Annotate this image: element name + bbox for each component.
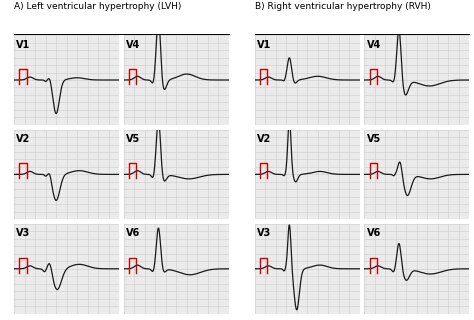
Text: B) Right ventricular hypertrophy (RVH): B) Right ventricular hypertrophy (RVH) — [255, 2, 431, 11]
Text: V4: V4 — [366, 40, 381, 50]
Text: V6: V6 — [366, 228, 381, 238]
Text: V5: V5 — [126, 134, 140, 144]
Text: V1: V1 — [16, 40, 30, 50]
Text: V1: V1 — [257, 40, 271, 50]
Text: V3: V3 — [16, 228, 30, 238]
Text: V6: V6 — [126, 228, 140, 238]
Text: V2: V2 — [257, 134, 271, 144]
Text: V3: V3 — [257, 228, 271, 238]
Text: V4: V4 — [126, 40, 140, 50]
Text: V2: V2 — [16, 134, 30, 144]
Text: A) Left ventricular hypertrophy (LVH): A) Left ventricular hypertrophy (LVH) — [14, 2, 182, 11]
Text: V5: V5 — [366, 134, 381, 144]
